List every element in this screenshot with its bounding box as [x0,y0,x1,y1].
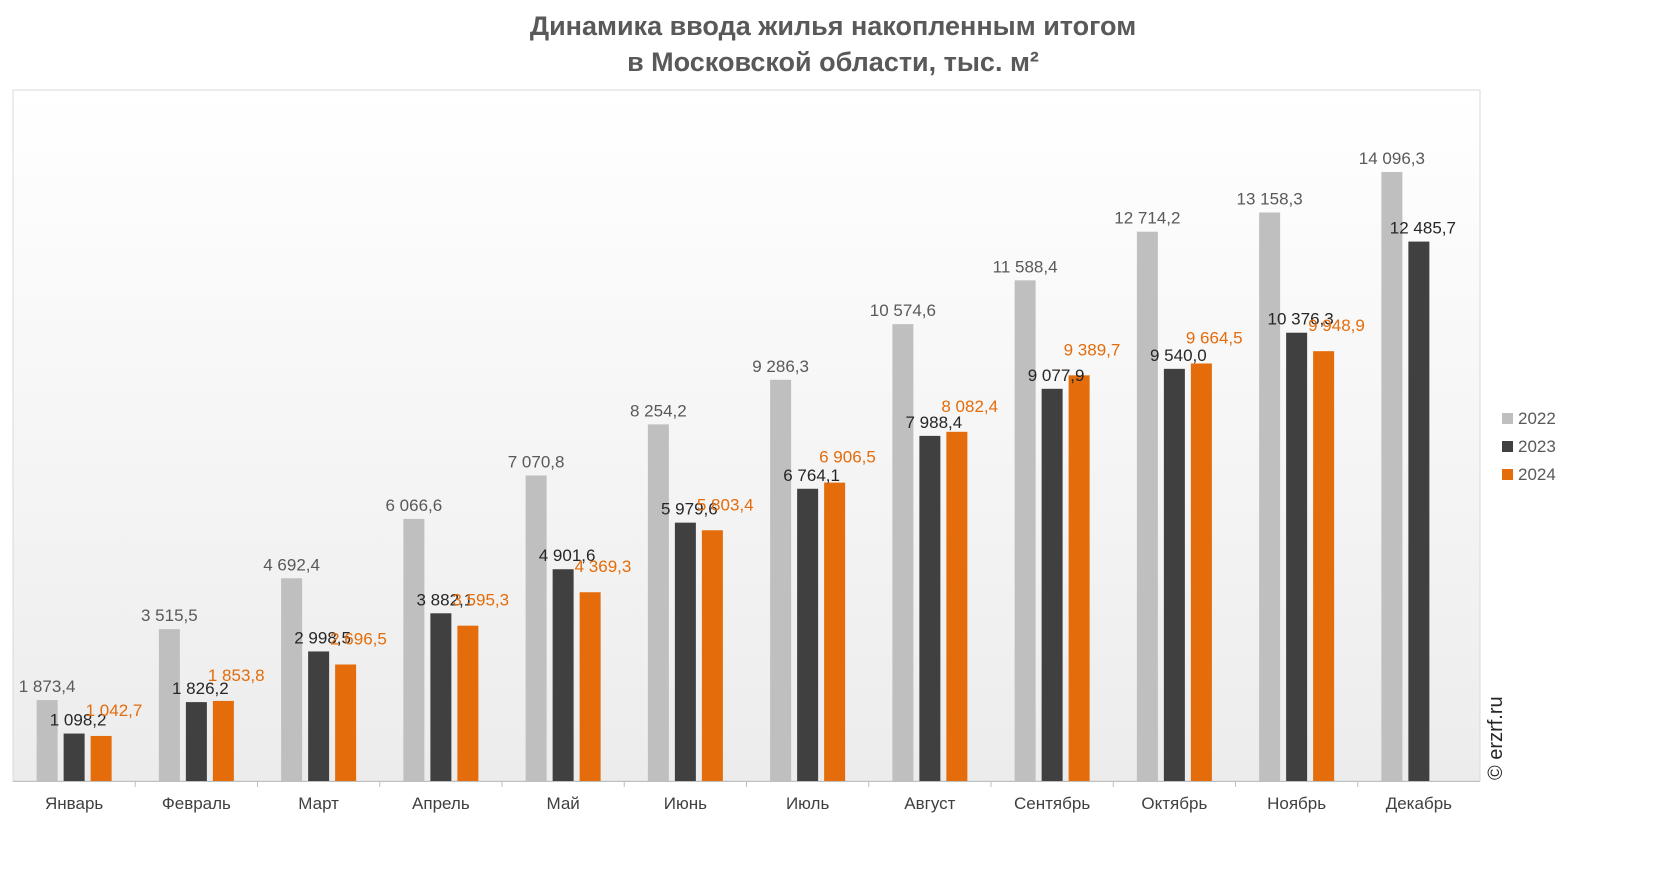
bar-2024 [90,735,112,781]
x-tick-label: Сентябрь [1014,794,1090,813]
data-label-2023: 5 979,6 [661,500,718,519]
legend-label-2022: 2022 [1518,409,1556,428]
bar-2023 [552,569,574,781]
bar-2023 [1408,241,1430,782]
x-tick-label: Август [904,794,955,813]
bar-2022 [36,700,58,781]
data-label-2022: 10 574,6 [870,301,936,320]
data-label-2024: 8 082,4 [941,397,998,416]
data-label-2022: 14 096,3 [1359,149,1425,168]
bar-2022 [1136,231,1158,781]
x-axis: Январь Февраль Март Апрель Май Июнь Июль Август… [13,781,1480,813]
bar-2024 [1190,363,1212,781]
data-label-2024: 9 389,7 [1064,340,1121,359]
x-tick-label: Май [546,794,579,813]
data-label-2023: 9 540,0 [1150,346,1207,365]
bar-2024 [1313,351,1335,781]
data-label-2023: 7 988,4 [906,413,963,432]
bar-2024 [1068,375,1090,781]
chart-title: Динамика ввода жилья накопленным итогом … [0,8,1666,80]
bar-2024 [824,482,846,781]
bar-2022 [1259,212,1281,782]
bar-2023 [1163,368,1185,781]
bar-2023 [797,488,819,781]
data-label-2023: 4 901,6 [539,546,596,565]
data-label-2024: 9 664,5 [1186,328,1243,347]
data-label-2024: 9 948,9 [1308,316,1365,335]
data-label-2022: 11 588,4 [993,257,1058,276]
value-labels-group: 1 873,4 1 098,21 042,7 3 515,5 1 826,21 853… [19,149,1456,730]
data-label-2023: 9 077,9 [1028,366,1085,385]
data-label-2023: 3 882,1 [417,590,474,609]
data-label-2022: 12 714,2 [1114,209,1180,228]
data-label-2022: 4 692,4 [263,555,320,574]
data-label-2022: 7 070,8 [508,453,565,472]
data-label-2023: 1 826,2 [172,679,229,698]
bar-2022 [1014,280,1036,781]
data-label-2024: 5 803,4 [697,495,754,514]
bar-2024 [335,664,357,781]
bar-2022 [525,475,547,781]
x-tick-label: Декабрь [1386,794,1452,813]
data-label-2023: 6 764,1 [783,466,840,485]
data-label-2024: 1 042,7 [86,701,143,720]
data-label-2024: 3 595,3 [452,591,509,610]
bar-2023 [430,613,452,781]
watermark-text: © erzrf.ru [1485,696,1507,780]
data-label-2022: 3 515,5 [141,606,198,625]
data-label-2022: 6 066,6 [386,496,443,515]
legend-label-2023: 2023 [1518,437,1556,456]
bar-2022 [892,324,914,781]
bar-2023 [1041,388,1063,781]
data-label-2024: 1 853,8 [208,666,265,685]
data-label-2023: 2 998,5 [294,628,351,647]
x-tick-label: Апрель [412,794,470,813]
chart-title-line2: в Московской области, тыс. м² [627,47,1039,77]
data-label-2022: 9 286,3 [752,357,809,376]
bar-2022 [647,424,669,781]
bar-2024 [946,431,968,781]
data-label-2023: 1 098,2 [50,711,107,730]
legend-swatch-2022 [1502,413,1513,424]
bar-2024 [579,592,601,781]
chart-title-line1: Динамика ввода жилья накопленным итогом [529,11,1137,41]
x-tick-label: Октябрь [1141,794,1207,813]
bar-2022 [158,629,180,781]
bar-2022 [770,379,792,781]
bars-group [36,172,1430,782]
bar-2022 [1381,172,1403,781]
plot-area [12,89,1481,782]
data-label-2022: 1 873,4 [19,677,76,696]
bar-2023 [308,651,330,781]
data-label-2024: 4 369,3 [575,557,632,576]
bar-2023 [674,522,696,781]
legend: 2022 2023 2024 [1502,409,1556,484]
bar-2023 [919,435,941,781]
bar-2023 [63,733,85,781]
bar-2023 [185,702,207,781]
data-label-2024: 2 696,5 [330,630,387,649]
data-label-2022: 8 254,2 [630,401,687,420]
data-label-2023: 12 485,7 [1390,219,1456,238]
bar-2024 [212,700,234,781]
legend-label-2024: 2024 [1518,465,1556,484]
bar-2024 [457,625,479,781]
x-tick-label: Февраль [162,794,231,813]
bar-2023 [1286,332,1308,781]
legend-swatch-2023 [1502,441,1513,452]
x-tick-label: Июль [786,794,830,813]
bar-2024 [701,530,723,781]
x-tick-label: Январь [45,794,103,813]
data-label-2022: 13 158,3 [1237,190,1303,209]
x-tick-label: Ноябрь [1267,794,1326,813]
bar-2022 [281,578,303,781]
x-tick-label: Март [298,794,339,813]
x-tick-label: Июнь [664,794,707,813]
data-label-2023: 10 376,3 [1268,310,1334,329]
legend-swatch-2024 [1502,469,1513,480]
bar-2022 [403,518,425,781]
data-label-2024: 6 906,5 [819,448,876,467]
